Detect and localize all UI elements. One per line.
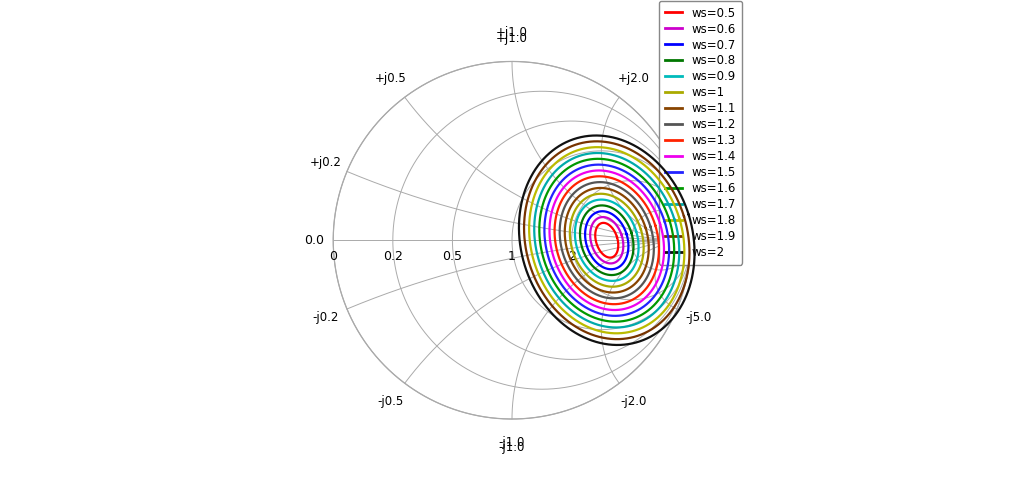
Text: +j0.5: +j0.5 bbox=[375, 72, 407, 85]
Text: 0.5: 0.5 bbox=[442, 250, 463, 263]
Text: -j2.0: -j2.0 bbox=[620, 395, 646, 409]
Text: 0: 0 bbox=[330, 250, 337, 263]
Text: +j1.0: +j1.0 bbox=[496, 26, 528, 39]
Text: -j1.0: -j1.0 bbox=[499, 441, 525, 454]
Text: -j1.0: -j1.0 bbox=[499, 436, 525, 449]
Legend: ws=0.5, ws=0.6, ws=0.7, ws=0.8, ws=0.9, ws=1, ws=1.1, ws=1.2, ws=1.3, ws=1.4, ws: ws=0.5, ws=0.6, ws=0.7, ws=0.8, ws=0.9, … bbox=[658, 0, 742, 265]
Text: 1: 1 bbox=[508, 250, 516, 263]
Text: -j0.5: -j0.5 bbox=[378, 395, 403, 409]
Text: 0.0: 0.0 bbox=[304, 234, 325, 247]
Text: -j0.2: -j0.2 bbox=[312, 311, 339, 324]
Text: +j1.0: +j1.0 bbox=[496, 32, 528, 45]
Text: -j5.0: -j5.0 bbox=[685, 311, 712, 324]
Text: +j5.0: +j5.0 bbox=[683, 156, 715, 169]
Text: 2: 2 bbox=[567, 250, 575, 263]
Text: 0.2: 0.2 bbox=[383, 250, 402, 263]
Text: +j0.2: +j0.2 bbox=[309, 156, 341, 169]
Text: $\infty$: $\infty$ bbox=[703, 228, 718, 246]
Text: +j2.0: +j2.0 bbox=[617, 72, 649, 85]
